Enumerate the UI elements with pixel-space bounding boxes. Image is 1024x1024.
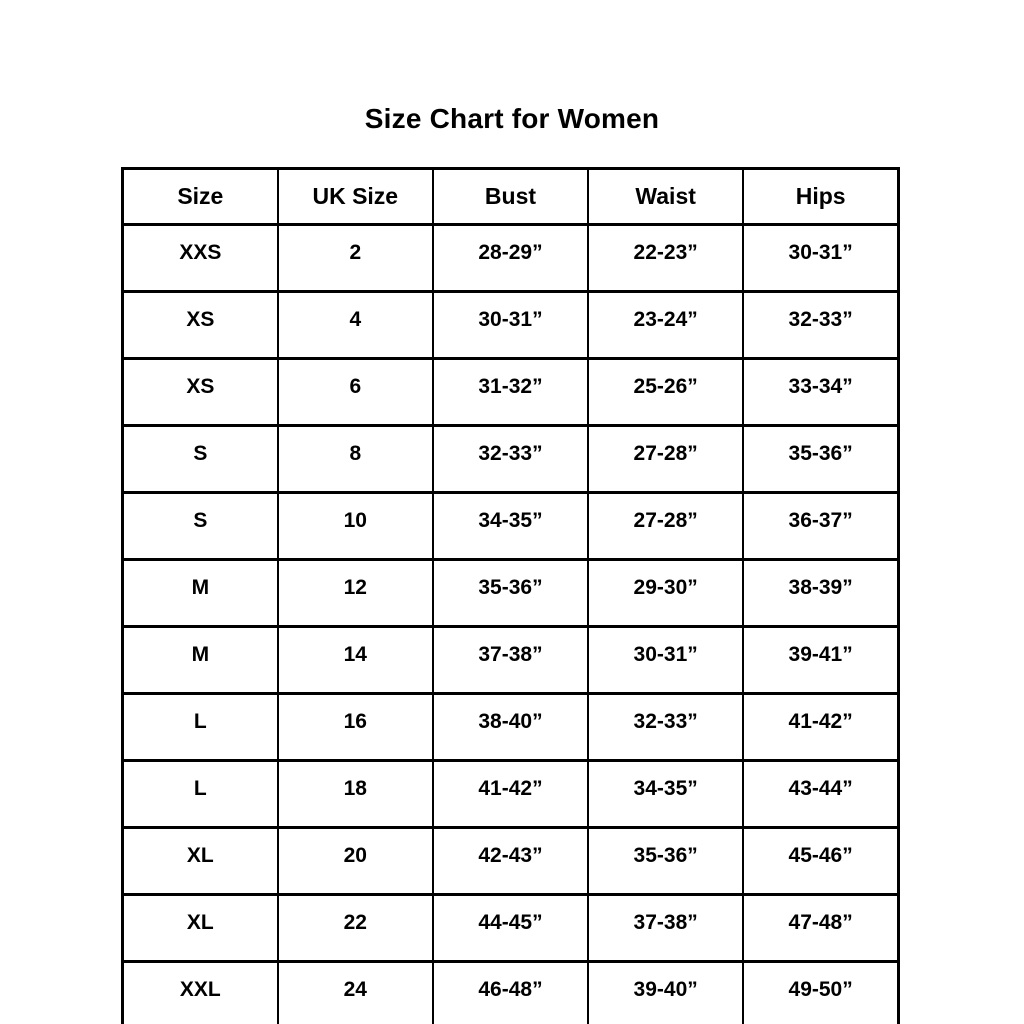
table-row: M 14 37-38” 30-31” 39-41” [121, 625, 900, 695]
table-row: L 16 38-40” 32-33” 41-42” [121, 692, 900, 762]
table-row: XL 22 44-45” 37-38” 47-48” [121, 893, 900, 963]
size-chart-table: Size UK Size Bust Waist Hips XXS 2 28-29” 22-23… [121, 167, 900, 1024]
table-cell-bust: 31-32” [431, 357, 590, 427]
table-cell-waist: 29-30” [587, 558, 745, 628]
column-header-uk-size: UK Size [276, 167, 434, 226]
table-cell-hips: 41-42” [742, 692, 900, 762]
table-cell-uk-size: 22 [276, 893, 434, 963]
table-cell-waist: 22-23” [587, 223, 745, 293]
table-cell-hips: 47-48” [742, 893, 900, 963]
column-header-waist: Waist [587, 167, 745, 226]
table-cell-bust: 46-48” [431, 960, 590, 1024]
table-cell-waist: 39-40” [587, 960, 745, 1024]
table-cell-hips: 38-39” [742, 558, 900, 628]
table-cell-waist: 27-28” [587, 424, 745, 494]
table-cell-bust: 28-29” [431, 223, 590, 293]
table-cell-size: M [121, 558, 279, 628]
table-cell-hips: 49-50” [742, 960, 900, 1024]
table-cell-hips: 30-31” [742, 223, 900, 293]
table-row: L 18 41-42” 34-35” 43-44” [121, 759, 900, 829]
table-row: XL 20 42-43” 35-36” 45-46” [121, 826, 900, 896]
table-cell-size: S [121, 491, 279, 561]
table-cell-hips: 45-46” [742, 826, 900, 896]
table-row: XXL 24 46-48” 39-40” 49-50” [121, 960, 900, 1024]
table-cell-waist: 30-31” [587, 625, 745, 695]
table-cell-uk-size: 18 [276, 759, 434, 829]
table-cell-uk-size: 12 [276, 558, 434, 628]
table-row: S 8 32-33” 27-28” 35-36” [121, 424, 900, 494]
table-cell-hips: 39-41” [742, 625, 900, 695]
table-cell-bust: 34-35” [431, 491, 590, 561]
table-cell-bust: 30-31” [431, 290, 590, 360]
table-cell-waist: 34-35” [587, 759, 745, 829]
table-cell-size: S [121, 424, 279, 494]
table-cell-hips: 36-37” [742, 491, 900, 561]
table-cell-size: XXL [121, 960, 279, 1024]
table-cell-waist: 35-36” [587, 826, 745, 896]
table-cell-bust: 44-45” [431, 893, 590, 963]
table-cell-waist: 25-26” [587, 357, 745, 427]
table-cell-size: XL [121, 826, 279, 896]
table-cell-size: L [121, 692, 279, 762]
table-cell-uk-size: 24 [276, 960, 434, 1024]
table-cell-hips: 32-33” [742, 290, 900, 360]
table-row: XS 4 30-31” 23-24” 32-33” [121, 290, 900, 360]
column-header-hips: Hips [742, 167, 900, 226]
table-cell-waist: 23-24” [587, 290, 745, 360]
table-cell-bust: 38-40” [431, 692, 590, 762]
table-cell-bust: 41-42” [431, 759, 590, 829]
table-row: XS 6 31-32” 25-26” 33-34” [121, 357, 900, 427]
table-cell-uk-size: 8 [276, 424, 434, 494]
header-row: Size UK Size Bust Waist Hips [121, 167, 900, 226]
table-cell-bust: 37-38” [431, 625, 590, 695]
table-row: M 12 35-36” 29-30” 38-39” [121, 558, 900, 628]
table-cell-size: M [121, 625, 279, 695]
table-cell-size: XS [121, 290, 279, 360]
page-title: Size Chart for Women [364, 103, 660, 134]
table-cell-bust: 35-36” [431, 558, 590, 628]
table-cell-size: XL [121, 893, 279, 963]
table-cell-waist: 32-33” [587, 692, 745, 762]
table-cell-size: L [121, 759, 279, 829]
table-cell-bust: 42-43” [431, 826, 590, 896]
table-row: S 10 34-35” 27-28” 36-37” [121, 491, 900, 561]
table-cell-uk-size: 14 [276, 625, 434, 695]
table-cell-hips: 43-44” [742, 759, 900, 829]
table-cell-uk-size: 2 [276, 223, 434, 293]
table-cell-waist: 37-38” [587, 893, 745, 963]
table-cell-uk-size: 20 [276, 826, 434, 896]
table-cell-uk-size: 16 [276, 692, 434, 762]
table-cell-waist: 27-28” [587, 491, 745, 561]
table-cell-uk-size: 6 [276, 357, 434, 427]
table-cell-size: XS [121, 357, 279, 427]
table-cell-uk-size: 4 [276, 290, 434, 360]
table-cell-hips: 33-34” [742, 357, 900, 427]
table-row: XXS 2 28-29” 22-23” 30-31” [121, 223, 900, 293]
column-header-bust: Bust [431, 167, 590, 226]
table-cell-bust: 32-33” [431, 424, 590, 494]
table-cell-uk-size: 10 [276, 491, 434, 561]
table-cell-size: XXS [121, 223, 279, 293]
table-cell-hips: 35-36” [742, 424, 900, 494]
column-header-size: Size [121, 167, 279, 226]
